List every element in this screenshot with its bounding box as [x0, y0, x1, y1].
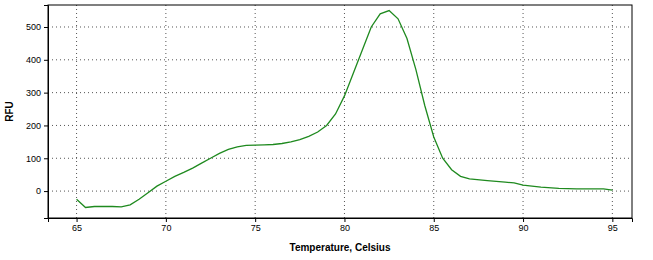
tick-mark: [77, 218, 78, 222]
tick: 100: [26, 154, 48, 164]
tick-label: 100: [26, 154, 41, 164]
lines: [77, 11, 613, 208]
tick-label: 0: [36, 186, 41, 196]
x-axis: 65 70 75 80 85 90 95: [49, 218, 633, 233]
tick-mark: [44, 60, 48, 61]
grid-line: [165, 5, 166, 218]
tick: 90: [519, 218, 529, 233]
tick-mark: [166, 218, 167, 222]
tick: 400: [26, 55, 48, 65]
tick-label: 80: [340, 223, 350, 233]
tick-mark: [44, 191, 48, 192]
grid-line: [255, 5, 256, 218]
grid-line: [48, 26, 632, 27]
tick-mark: [523, 218, 524, 222]
tick-mark: [255, 218, 256, 222]
y-axis-title: RFU: [4, 101, 15, 122]
tick: 75: [251, 218, 261, 233]
tick-label: 300: [26, 88, 41, 98]
grid-line: [48, 92, 632, 93]
y-axis: 0 100 200 300 400 500: [26, 6, 49, 219]
tick: 70: [161, 218, 171, 233]
grid-line: [612, 5, 613, 218]
tick: 0: [36, 186, 48, 196]
grid-line: [344, 5, 345, 218]
tick-label: 95: [608, 223, 618, 233]
grid: [48, 5, 632, 218]
grid-line: [48, 158, 632, 159]
plot-frame: [48, 5, 632, 218]
chart: 65 70 75 80 85 90 95 0 100 200 300 400 500 Temperatur…: [0, 0, 653, 260]
tick: 95: [608, 218, 618, 233]
tick-mark: [44, 27, 48, 28]
tick: 500: [26, 22, 48, 32]
tick-label: 400: [26, 55, 41, 65]
grid-line: [48, 59, 632, 60]
tick-mark: [612, 218, 613, 222]
plot: 65 70 75 80 85 90 95 0 100 200 300 400 500: [26, 5, 633, 233]
tick-label: 200: [26, 121, 41, 131]
tick-label: 500: [26, 22, 41, 32]
x-axis-title: Temperature, Celsius: [290, 242, 391, 253]
axis-line: [49, 219, 633, 223]
tick: 200: [26, 121, 48, 131]
tick-mark: [44, 158, 48, 159]
tick-label: 85: [429, 223, 439, 233]
grid-line: [433, 5, 434, 218]
grid-line: [523, 5, 524, 218]
tick-mark: [434, 218, 435, 222]
tick-label: 70: [161, 223, 171, 233]
axis-line: [44, 6, 49, 219]
tick-label: 65: [72, 223, 82, 233]
tick: 300: [26, 88, 48, 98]
grid-line: [48, 191, 632, 192]
tick: 85: [429, 218, 439, 233]
tick-label: 90: [519, 223, 529, 233]
tick-mark: [344, 218, 345, 222]
tick: 80: [340, 218, 350, 233]
tick: 65: [72, 218, 82, 233]
tick-label: 75: [251, 223, 261, 233]
grid-line: [76, 5, 77, 218]
grid-line: [48, 125, 632, 126]
melt-curve: [77, 11, 613, 208]
tick-mark: [44, 93, 48, 94]
tick-mark: [44, 125, 48, 126]
